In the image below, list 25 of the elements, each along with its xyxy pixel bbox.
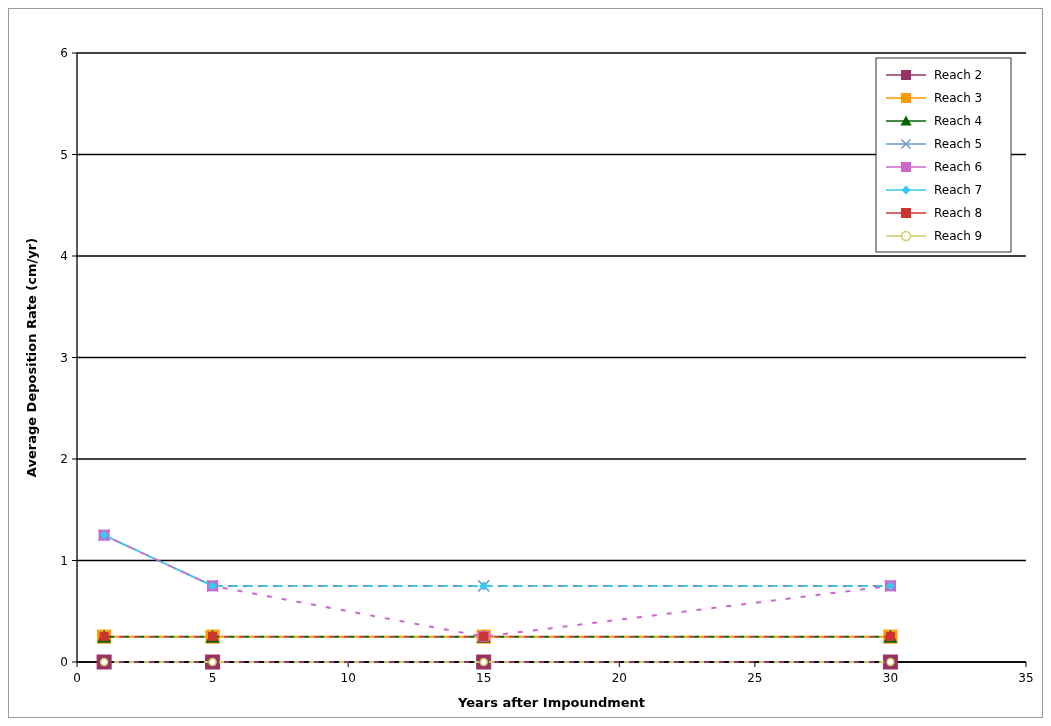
y-tick-label: 3 xyxy=(60,350,68,365)
x-tick-label: 15 xyxy=(476,671,492,685)
y-tick-label: 6 xyxy=(60,46,68,61)
y-tick-label: 4 xyxy=(60,249,68,264)
legend-label: Reach 3 xyxy=(934,91,983,106)
x-tick-label: 30 xyxy=(882,671,899,685)
x-tick-label: 20 xyxy=(611,671,627,685)
y-tick-label: 2 xyxy=(60,452,68,467)
legend-label: Reach 8 xyxy=(934,206,983,221)
y-tick-label: 5 xyxy=(60,147,68,162)
y-tick-label: 0 xyxy=(60,655,68,670)
legend-label: Reach 5 xyxy=(934,137,983,152)
x-tick-label: 0 xyxy=(73,671,81,685)
x-tick-label: 5 xyxy=(208,671,217,685)
x-tick-label: 35 xyxy=(1018,671,1034,685)
legend-label: Reach 6 xyxy=(934,160,983,175)
legend-label: Reach 7 xyxy=(934,183,983,198)
legend-label: Reach 2 xyxy=(934,68,983,83)
legend-label: Reach 9 xyxy=(934,229,983,244)
x-tick-label: 25 xyxy=(747,671,763,685)
y-tick-label: 1 xyxy=(60,553,68,568)
x-axis-title: Years after Impoundment xyxy=(456,695,646,710)
legend-label: Reach 4 xyxy=(934,114,983,129)
y-axis-title: Average Deposition Rate (cm/yr) xyxy=(24,237,39,478)
x-tick-label: 10 xyxy=(340,671,356,685)
